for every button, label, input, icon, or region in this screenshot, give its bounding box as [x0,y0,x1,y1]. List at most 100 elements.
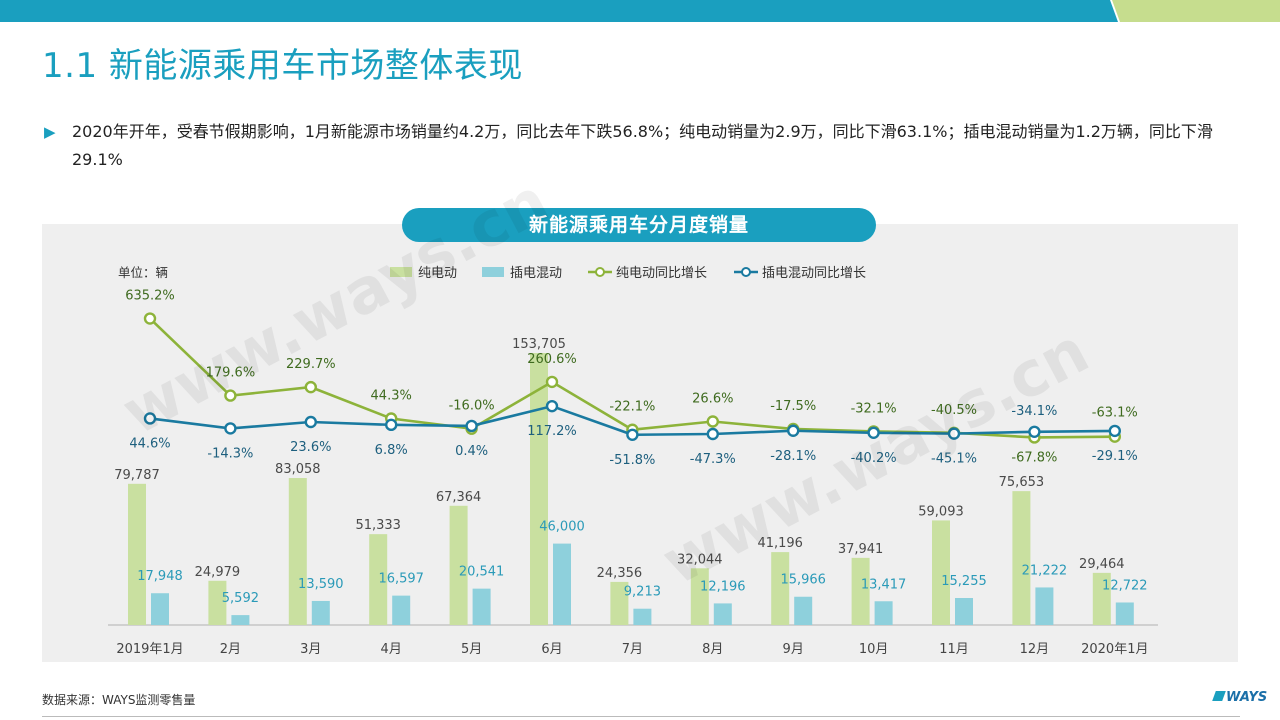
bev-bar [369,534,388,625]
x-tick-label: 9月 [783,642,804,657]
phev-bar [794,596,813,625]
phev-bar [472,588,491,625]
phev-bar [713,603,732,625]
phev-growth-point [626,428,639,441]
bev-growth-label: -22.1% [609,400,655,415]
phev-bar [151,593,169,625]
phev-bar [633,608,652,625]
bev-bar-label: 51,333 [355,518,401,533]
logo-text: WAYS [1226,690,1268,705]
data-source: 数据来源：WAYS监测零售量 [42,693,196,707]
legend-phev-label: 插电混动 [510,266,562,281]
x-tick-label: 8月 [702,642,723,657]
phev-bar-label: 15,255 [941,574,987,589]
phev-growth-label: -28.1% [770,449,816,464]
bottom-divider [42,716,1240,717]
phev-bar-label: 12,196 [700,579,746,594]
phev-bar-label: 5,592 [222,591,259,606]
legend-bev-growth-marker [595,267,605,277]
bev-growth-label: 179.6% [206,366,256,381]
bev-bar-label: 41,196 [757,536,803,551]
phev-growth-point [1028,425,1041,438]
bev-bar [771,552,790,625]
bev-growth-label: -17.5% [770,399,816,414]
phev-growth-point [706,427,719,441]
bev-growth-label: -16.0% [449,399,495,414]
logo-mark-icon [1212,691,1226,701]
legend-bev-swatch [390,267,412,277]
phev-bar [231,615,250,625]
phev-growth-label: -34.1% [1011,404,1057,419]
phev-growth-point [787,424,800,437]
bev-bar [530,353,548,625]
bev-growth-label: -63.1% [1092,406,1138,421]
page-title: 1.1 新能源乘用车市场整体表现 [42,46,523,86]
bev-growth-point [143,312,157,325]
bev-bar-label: 24,979 [195,565,241,580]
phev-growth-label: 0.4% [455,444,488,459]
bev-growth-label: 229.7% [286,357,336,372]
phev-bar-label: 20,541 [459,565,505,580]
bev-bar-label: 153,705 [512,337,566,352]
bev-bar [610,581,629,625]
phev-bar [955,598,973,625]
phev-bar-label: 46,000 [539,520,585,535]
bev-bar [128,483,146,625]
bev-bar-label: 59,093 [918,504,964,519]
phev-bar [392,595,411,625]
phev-bar-label: 13,417 [861,577,907,592]
bev-bar-label: 37,941 [838,542,884,557]
legend-phev-growth-marker [741,267,751,277]
phev-growth-label: 44.6% [129,436,170,451]
phev-growth-label: 23.6% [290,440,331,455]
x-tick-label: 5月 [461,642,482,657]
bev-growth-label: 635.2% [125,289,175,304]
bev-bar [851,557,870,625]
top-decor-bar [0,0,1280,22]
phev-growth-label: -40.2% [851,451,897,466]
phev-growth-label: 6.8% [375,443,408,458]
phev-growth-point [947,427,961,440]
bev-bar-label: 79,787 [114,468,160,483]
phev-growth-label: 117.2% [527,424,577,439]
phev-bar-label: 15,966 [780,573,826,588]
x-tick-label: 3月 [300,642,321,657]
summary-bullet: ▶ 2020年开年，受春节假期影响，1月新能源市场销量约4.2万，同比去年下跌5… [44,118,1244,174]
bev-bar [449,505,468,625]
unit-label: 单位：辆 [118,265,168,280]
phev-growth-label: -14.3% [207,446,253,461]
bev-bar-label: 24,356 [597,566,643,581]
bev-growth-point [706,415,719,428]
phev-bar-label: 16,597 [378,572,424,587]
x-tick-label: 2020年1月 [1081,642,1148,657]
phev-bar [311,600,330,625]
bev-bar [1012,491,1031,625]
chart-title: 新能源乘用车分月度销量 [402,208,876,242]
legend-bev-growth-label: 纯电动同比增长 [616,266,707,281]
bev-growth-label: -40.5% [931,403,977,418]
phev-bar-label: 17,948 [137,569,183,584]
phev-growth-label: -51.8% [609,453,655,468]
phev-bar-label: 12,722 [1102,578,1148,593]
bev-growth-label: -32.1% [851,401,897,416]
x-tick-label: 4月 [381,642,402,657]
bev-bar [932,520,950,625]
phev-growth-point [867,426,880,440]
phev-growth-point [385,418,398,432]
bev-growth-label: 44.3% [371,389,412,404]
bev-bar-label: 32,044 [677,552,723,567]
bev-bar [288,478,307,625]
bev-bar-label: 75,653 [999,475,1045,490]
phev-growth-point [143,412,157,425]
bev-bar-label: 83,058 [275,462,321,477]
phev-growth-point [1108,424,1122,438]
phev-bar [1115,602,1134,625]
x-tick-label: 11月 [939,642,969,657]
bev-growth-point [224,389,237,402]
phev-bar-label: 21,222 [1022,563,1068,578]
x-tick-label: 7月 [622,642,643,657]
legend-phev-swatch [482,267,504,277]
phev-growth-point [304,415,317,429]
bev-bar [690,568,709,625]
